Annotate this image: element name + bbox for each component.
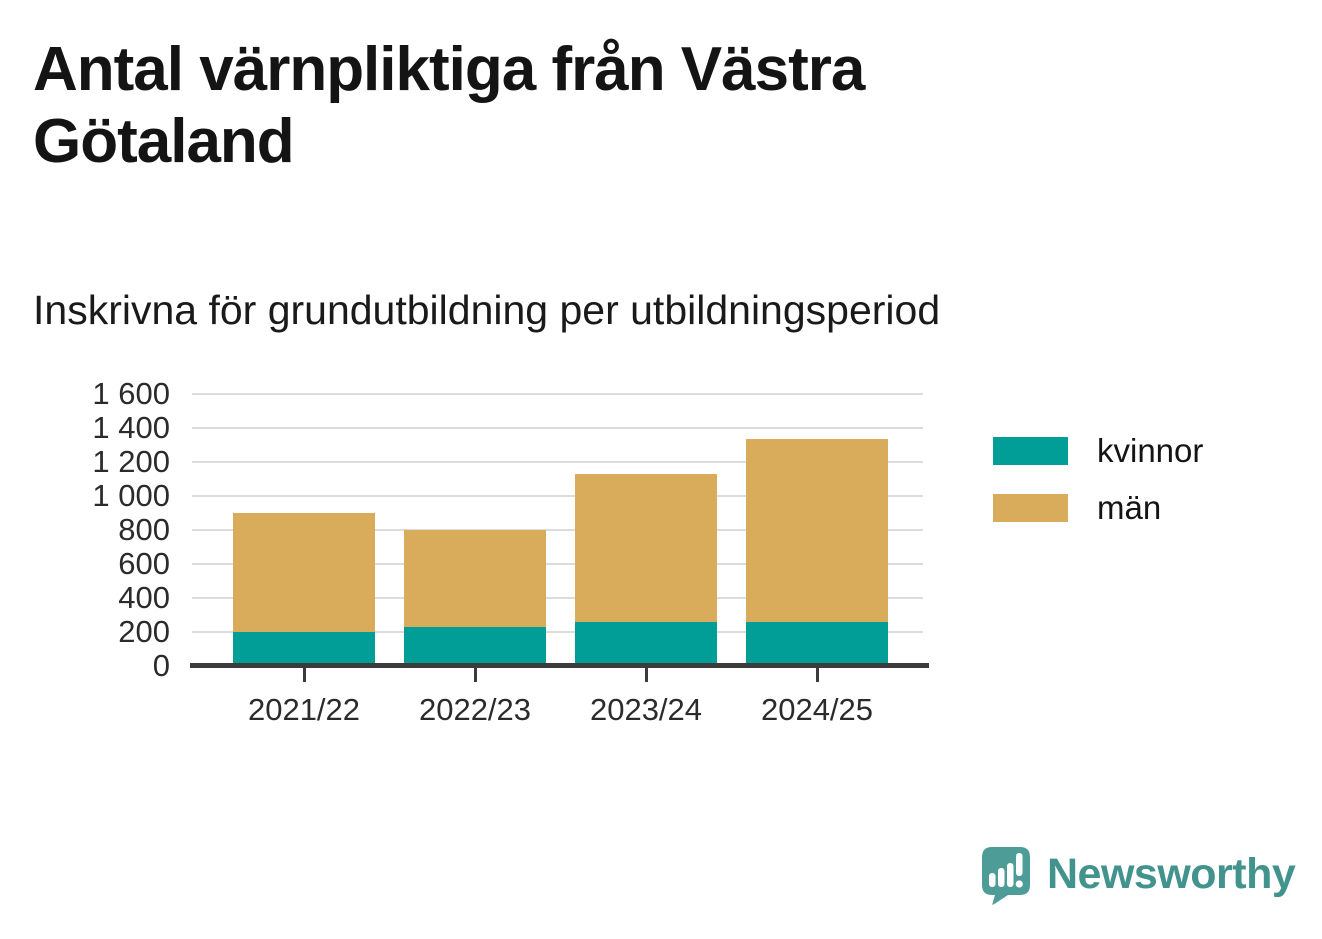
y-axis-tick-label: 0 xyxy=(152,647,170,683)
y-axis-tick-label: 600 xyxy=(118,545,170,581)
legend-label: kvinnor xyxy=(1097,432,1204,469)
x-axis-tick-label: 2021/22 xyxy=(247,692,361,727)
bar-2022/23 xyxy=(404,530,546,663)
legend-swatch-män xyxy=(993,494,1068,522)
gridline-1400 xyxy=(192,426,923,429)
chart-legend: kvinnor män xyxy=(993,432,1204,551)
bar-2024/25 xyxy=(746,438,888,663)
bar-segment-kvinnor-2024/25 xyxy=(746,622,888,663)
y-axis-tick-label: 1 400 xyxy=(92,409,170,445)
x-axis-tick-label: 2022/23 xyxy=(418,692,532,727)
bar-segment-män-2023/24 xyxy=(575,474,717,623)
branding: Newsworthy xyxy=(981,846,1296,906)
gridline-400 xyxy=(192,596,923,599)
y-axis-tick-label: 1 200 xyxy=(92,443,170,479)
chart-subtitle: Inskrivna för grundutbildning per utbild… xyxy=(33,287,941,333)
x-axis-tick xyxy=(473,668,477,682)
y-axis-tick-label: 1 600 xyxy=(92,375,170,411)
y-axis-tick-label: 800 xyxy=(118,511,170,547)
bar-segment-män-2021/22 xyxy=(233,513,375,633)
y-axis-tick-label: 1 000 xyxy=(92,477,170,513)
bar-2023/24 xyxy=(575,474,717,663)
gridline-1600 xyxy=(192,392,923,395)
bar-2021/22 xyxy=(233,513,375,663)
x-axis-tick xyxy=(302,668,306,682)
branding-logo-text: Newsworthy xyxy=(1047,850,1296,898)
x-axis-tick xyxy=(644,668,648,682)
bar-segment-män-2022/23 xyxy=(404,530,546,628)
gridline-1200 xyxy=(192,460,923,463)
x-axis-tick xyxy=(815,668,819,682)
x-axis-line xyxy=(190,663,929,668)
legend-swatch-kvinnor xyxy=(993,437,1068,465)
bar-segment-kvinnor-2022/23 xyxy=(404,627,546,663)
x-axis-tick-label: 2023/24 xyxy=(589,692,703,727)
y-axis-tick-label: 400 xyxy=(118,579,170,615)
bar-segment-kvinnor-2021/22 xyxy=(233,632,375,663)
page-title: Antal värnpliktiga från Västra Götaland xyxy=(33,35,865,176)
y-axis-tick-label: 200 xyxy=(118,613,170,649)
gridline-800 xyxy=(192,528,923,531)
gridline-600 xyxy=(192,562,923,565)
bar-segment-kvinnor-2023/24 xyxy=(575,622,717,663)
x-axis-tick-label: 2024/25 xyxy=(760,692,874,727)
legend-label: män xyxy=(1097,489,1162,526)
bar-chart-speech-bubble-icon xyxy=(982,847,1030,905)
legend-item-män: män xyxy=(993,489,1203,526)
bar-segment-män-2024/25 xyxy=(746,438,888,623)
gridline-1000 xyxy=(192,494,923,497)
gridline-200 xyxy=(192,630,923,633)
legend-item-kvinnor: kvinnor xyxy=(993,432,1204,469)
